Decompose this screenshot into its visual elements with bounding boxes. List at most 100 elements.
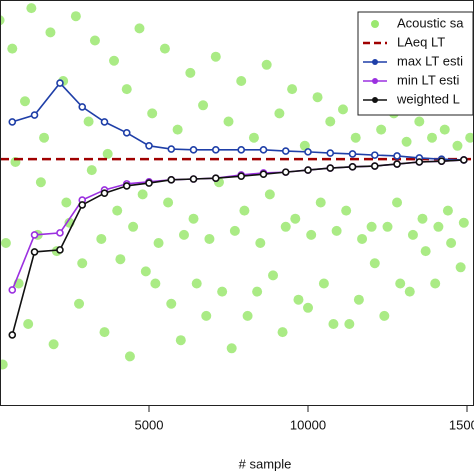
sample-point <box>420 246 431 257</box>
sample-point <box>185 67 196 78</box>
sample-point <box>35 177 46 188</box>
sample-point <box>306 229 317 240</box>
x-tick-label: 5000 <box>135 417 164 432</box>
series-marker <box>437 157 446 165</box>
sample-point <box>7 43 18 54</box>
legend-swatch <box>372 59 378 65</box>
series-marker <box>78 201 87 209</box>
legend-label: LAeq LT <box>397 34 445 49</box>
sample-point <box>26 3 37 14</box>
sample-point <box>70 11 81 22</box>
series-marker <box>100 118 109 126</box>
sample-point <box>376 124 387 135</box>
sample-point <box>96 233 107 244</box>
sample-point <box>198 100 209 111</box>
sample-point <box>39 132 50 143</box>
sample-point <box>350 132 361 143</box>
series-marker <box>8 118 17 126</box>
series-line <box>11 159 464 336</box>
sample-point <box>112 205 123 216</box>
legend-label: min LT esti <box>397 72 459 87</box>
sample-point <box>337 104 348 115</box>
sample-point <box>439 124 450 135</box>
sample-point <box>134 23 145 34</box>
x-tick-label: 15000 <box>449 417 474 432</box>
sample-point <box>395 278 406 289</box>
sample-point <box>226 343 237 354</box>
sample-point <box>274 108 285 119</box>
sample-point <box>277 327 288 338</box>
sample-point <box>19 96 30 107</box>
sample-point <box>255 238 266 248</box>
series-marker <box>56 246 64 254</box>
sample-point <box>210 51 221 62</box>
series-marker <box>393 152 401 160</box>
sample-point <box>150 278 161 289</box>
sample-point <box>61 197 72 208</box>
series-marker <box>326 164 335 172</box>
sample-point <box>99 327 110 338</box>
series-marker <box>30 231 39 239</box>
series-marker <box>304 148 312 156</box>
sample-point <box>353 294 364 305</box>
series-marker <box>167 176 176 184</box>
sample-point <box>239 205 250 216</box>
sample-point <box>74 298 85 309</box>
series-marker <box>281 168 290 176</box>
sample-point <box>23 319 34 329</box>
series-marker <box>100 189 109 197</box>
series-marker <box>259 146 268 154</box>
sample-point <box>204 233 215 244</box>
sample-point <box>315 197 326 208</box>
sample-point <box>102 148 113 159</box>
series-marker <box>415 158 424 166</box>
sample-point <box>427 132 438 143</box>
sample-point <box>264 189 275 200</box>
sample-point <box>166 298 177 309</box>
sample-point <box>401 136 412 147</box>
sample-point <box>223 116 234 127</box>
sample-point <box>392 197 403 208</box>
x-axis-label: # sample <box>239 456 292 471</box>
sample-point <box>0 238 11 248</box>
sample-point <box>86 165 97 176</box>
sample-point <box>465 132 474 143</box>
series-marker <box>145 142 153 150</box>
sample-point <box>201 310 212 321</box>
sample-point <box>293 294 304 305</box>
series-marker <box>30 111 39 119</box>
series-marker <box>326 149 335 157</box>
series-marker <box>348 150 357 158</box>
series-marker <box>8 331 17 339</box>
series-marker <box>189 175 198 183</box>
sample-point <box>366 221 377 232</box>
sample-point <box>188 213 199 224</box>
sample-point <box>407 229 418 240</box>
series-marker <box>211 174 220 182</box>
series-marker <box>145 179 153 187</box>
series-marker <box>167 145 176 153</box>
sample-point <box>175 335 186 346</box>
sample-point <box>137 189 148 200</box>
series-marker <box>370 162 379 170</box>
sample-point <box>280 221 291 232</box>
sample-point <box>369 258 380 269</box>
sample-point <box>252 286 263 297</box>
sample-point <box>191 278 202 289</box>
sample-point <box>48 339 59 350</box>
sample-point <box>433 221 444 232</box>
series-marker <box>370 151 379 159</box>
legend-swatch <box>372 78 378 84</box>
sample-point <box>430 278 441 289</box>
sample-point <box>455 262 466 273</box>
sample-point <box>290 213 301 224</box>
sample-point <box>312 92 323 103</box>
sample-point <box>0 359 8 370</box>
sample-point <box>89 35 100 46</box>
series-marker <box>237 146 246 154</box>
sample-point <box>45 27 56 38</box>
sample-point <box>236 76 247 86</box>
sample-point <box>452 140 463 151</box>
series-marker <box>211 146 220 154</box>
sample-point <box>341 205 352 216</box>
